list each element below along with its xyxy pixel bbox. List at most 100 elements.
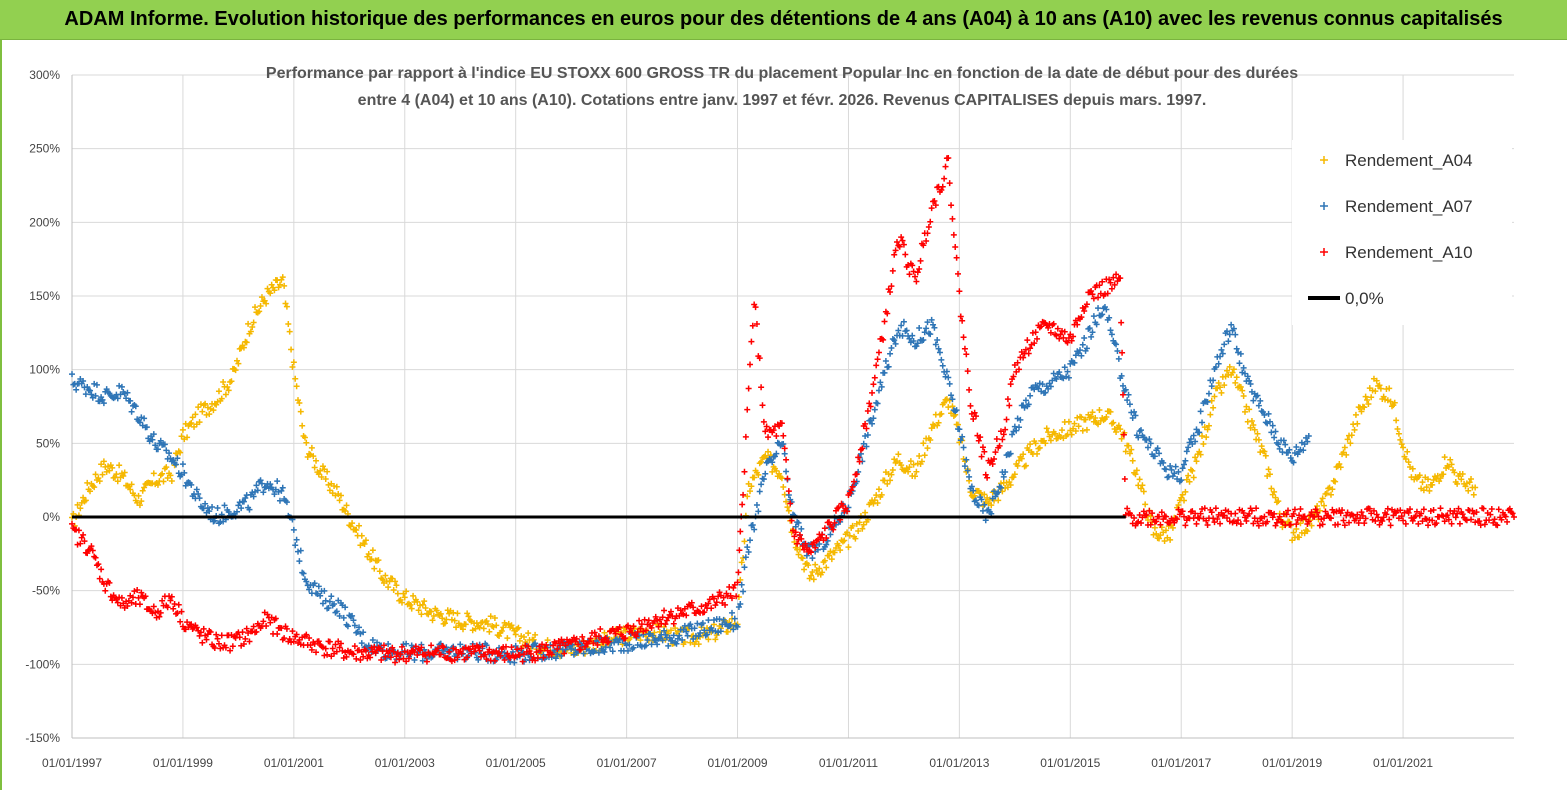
data-point [1271,434,1278,441]
data-point [332,641,339,648]
y-tick-label: 0% [43,510,61,524]
data-point [1108,331,1115,338]
y-tick-label: 100% [29,363,60,377]
data-point [1138,520,1145,527]
data-point [77,540,84,547]
data-point [136,601,143,608]
data-point [684,632,691,639]
data-point [740,491,747,498]
data-point [923,237,930,244]
data-point [831,519,838,526]
data-point [787,500,794,507]
data-point [250,319,257,326]
data-point [1394,426,1401,433]
data-point [1276,445,1283,452]
data-point [435,645,442,652]
data-point [1182,457,1189,464]
data-point [1020,354,1027,361]
data-point [1113,271,1120,278]
data-point [1034,450,1041,457]
data-point [114,395,121,402]
data-point [233,508,240,515]
data-point [827,531,834,538]
data-point [1242,408,1249,415]
data-point [959,433,966,440]
data-point [949,215,956,222]
data-point [869,420,876,427]
x-tick-label: 01/01/2007 [597,756,657,770]
data-point [1143,436,1150,443]
data-point [418,611,425,618]
data-point [1354,511,1361,518]
data-point [1114,278,1121,285]
data-point [326,638,333,645]
data-point [428,608,435,615]
data-point [808,549,815,556]
data-point [699,620,706,627]
data-point [970,487,977,494]
data-point [720,616,727,623]
page-title: ADAM Informe. Evolution historique des p… [64,8,1503,30]
data-point [924,445,931,452]
data-point [1425,476,1432,483]
data-point [1384,505,1391,512]
data-point [1506,505,1513,512]
data-point [1368,394,1375,401]
data-point [74,541,81,548]
data-point [1110,419,1117,426]
data-point [673,640,680,647]
data-point [1122,386,1129,393]
data-point [93,381,100,388]
data-point [740,588,747,595]
data-point [1089,329,1096,336]
data-point [278,487,285,494]
data-point [1423,484,1430,491]
data-point [188,481,195,488]
legend-item: Rendement_A10 [1320,243,1473,262]
data-point [523,648,530,655]
data-point [1337,510,1344,517]
data-point [1024,337,1031,344]
data-point [84,550,91,557]
y-tick-label: 300% [29,68,60,82]
data-point [69,371,75,378]
data-point [1179,508,1186,515]
data-point [1454,480,1461,487]
legend-marker-icon [1320,248,1328,256]
data-point [1265,466,1272,473]
data-point [1273,519,1280,526]
data-point [1212,505,1219,512]
data-point [1182,522,1189,529]
data-point [661,607,668,614]
data-point [202,400,209,407]
data-point [1179,465,1186,472]
data-point [1261,411,1268,418]
data-point [319,644,326,651]
data-point [156,613,163,620]
data-point [713,599,720,606]
data-point [747,488,754,495]
data-point [168,593,175,600]
data-point [430,612,437,619]
data-point [120,472,127,479]
data-point [636,617,643,624]
data-point [935,419,942,426]
data-point [175,601,182,608]
data-point [220,378,227,385]
data-point [870,381,877,388]
data-point [80,377,87,384]
data-point [1207,411,1214,418]
data-point [648,624,655,631]
data-point [716,589,723,596]
data-point [1470,491,1477,498]
data-point [362,647,369,654]
data-point [887,477,894,484]
data-point [243,625,250,632]
data-point [1375,514,1382,521]
data-point [694,620,701,627]
data-point [875,486,882,493]
data-point [1064,368,1071,375]
legend-item: Rendement_A04 [1320,151,1473,170]
data-point [1131,514,1138,521]
data-point [1078,314,1085,321]
